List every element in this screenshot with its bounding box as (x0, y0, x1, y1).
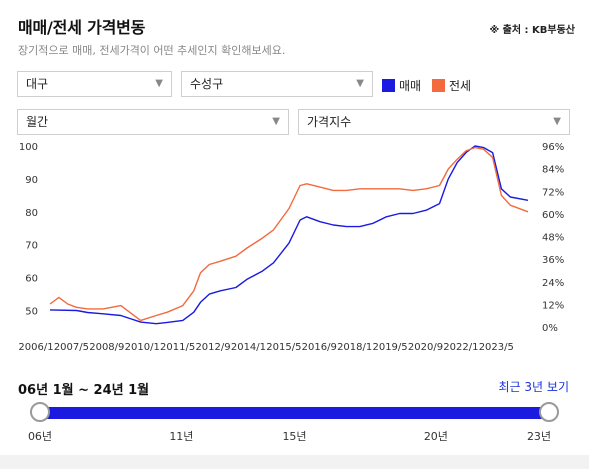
x-axis: 2006/1 2007/5 2008/9 2010/1 2011/5 2012/9 2014… (18, 342, 513, 353)
source-note: ※ 출처 : KB부동산 (489, 25, 575, 36)
legend-jeonse[interactable]: 전세 (432, 77, 471, 94)
period-select-value: 월간 (26, 115, 49, 129)
jeonse-price-line (49, 146, 529, 322)
left-axis: 100 90 80 70 60 50 (19, 142, 38, 318)
district-select-value: 수성구 (190, 77, 224, 91)
region-select-value: 대구 (26, 77, 49, 91)
sale-legend-swatch (382, 79, 395, 92)
metric-select-value: 가격지수 (307, 115, 352, 129)
x-tick-label: 2006/1 (18, 342, 53, 353)
jeonse-legend-swatch (432, 79, 445, 92)
page-title: 매매/전세 가격변동 (18, 18, 146, 37)
footer-band (0, 455, 589, 469)
district-select[interactable]: 수성구 ▼ (181, 71, 373, 97)
left-tick-label: 80 (25, 208, 38, 219)
chevron-down-icon: ▼ (272, 116, 280, 127)
region-select[interactable]: 대구 ▼ (17, 71, 172, 97)
x-tick-label: 2020/9 (408, 342, 443, 353)
x-tick-label: 2019/5 (372, 342, 407, 353)
right-tick-label: 60% (542, 210, 564, 221)
right-tick-label: 48% (542, 233, 564, 244)
right-tick-label: 0% (542, 323, 558, 334)
left-tick-label: 90 (25, 175, 38, 186)
x-tick-label: 2008/9 (89, 342, 124, 353)
x-tick-label: 2018/1 (337, 342, 372, 353)
right-tick-label: 24% (542, 278, 564, 289)
left-tick-label: 50 (25, 307, 38, 318)
page-subtitle: 장기적으로 매매, 전세가격이 어떤 추세인지 확인해보세요. (18, 44, 286, 57)
x-tick-label: 2016/9 (302, 342, 337, 353)
x-tick-label: 2011/5 (160, 342, 195, 353)
x-tick-label: 2012/9 (195, 342, 230, 353)
metric-select[interactable]: 가격지수 ▼ (298, 109, 570, 135)
right-tick-label: 96% (542, 142, 564, 153)
series-lines (49, 145, 529, 325)
legend-label: 매매 (399, 79, 422, 93)
left-tick-label: 60 (25, 274, 38, 285)
x-tick-label: 2023/5 (479, 342, 514, 353)
chevron-down-icon: ▼ (356, 78, 364, 89)
range-label: 06년 1월 ~ 24년 1월 (18, 383, 150, 398)
legend-sale[interactable]: 매매 (382, 77, 421, 94)
sale-price-line (49, 145, 529, 325)
left-tick-label: 100 (19, 142, 38, 153)
range-slider-track[interactable] (40, 407, 549, 419)
x-tick-label: 2007/5 (54, 342, 89, 353)
right-tick-label: 12% (542, 300, 564, 311)
right-axis: 96% 84% 72% 60% 48% 36% 24% 12% 0% (542, 142, 564, 334)
left-tick-label: 70 (25, 241, 38, 252)
right-tick-label: 84% (542, 165, 564, 176)
slider-tick-label: 11년 (169, 430, 194, 443)
right-tick-label: 72% (542, 187, 564, 198)
slider-tick-label: 23년 (526, 430, 552, 443)
period-select[interactable]: 월간 ▼ (17, 109, 289, 135)
x-tick-label: 2022/1 (443, 342, 478, 353)
chevron-down-icon: ▼ (553, 116, 561, 127)
x-tick-label: 2010/1 (125, 342, 160, 353)
legend-label: 전세 (449, 79, 472, 93)
slider-tick-label: 06년 (27, 430, 53, 443)
slider-tick-label: 15년 (282, 430, 307, 443)
range-slider-end-handle[interactable] (539, 402, 559, 422)
slider-tick-label: 20년 (423, 430, 448, 443)
chevron-down-icon: ▼ (155, 78, 163, 89)
x-tick-label: 2014/1 (231, 342, 266, 353)
recent-3-years-link[interactable]: 최근 3년 보기 (498, 380, 569, 394)
price-chart: 100 90 80 70 60 50 96% 84% 72% 60% 48% 36% 24% 12% 0%… (18, 142, 564, 353)
right-tick-label: 36% (542, 255, 564, 266)
x-tick-label: 2015/5 (266, 342, 301, 353)
range-slider-start-handle[interactable] (30, 402, 50, 422)
